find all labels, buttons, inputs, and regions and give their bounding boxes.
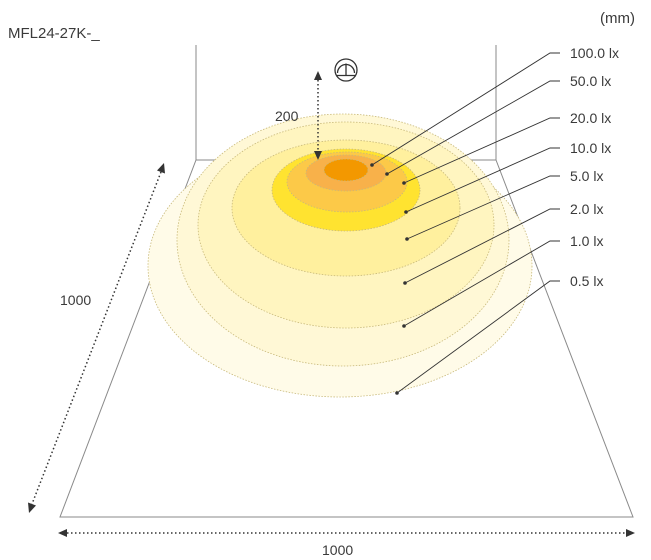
illuminance-label-2: 20.0 lx bbox=[570, 110, 611, 126]
leader-dot-6 bbox=[402, 324, 406, 328]
leader-dot-4 bbox=[405, 237, 409, 241]
leader-line-3 bbox=[405, 147, 560, 213]
width-dimension bbox=[58, 529, 635, 537]
leader-dot-1 bbox=[385, 172, 389, 176]
illuminance-label-5: 2.0 lx bbox=[570, 201, 603, 217]
depth-dimension bbox=[28, 163, 165, 513]
width-dimension-label: 1000 bbox=[322, 542, 353, 558]
leader-dot-0 bbox=[370, 163, 374, 167]
leader-line-4 bbox=[406, 175, 560, 240]
leader-dot-7 bbox=[395, 391, 399, 395]
leader-line-2 bbox=[403, 117, 560, 184]
illuminance-label-7: 0.5 lx bbox=[570, 273, 603, 289]
illuminance-label-1: 50.0 lx bbox=[570, 73, 611, 89]
illuminance-label-0: 100.0 lx bbox=[570, 45, 619, 61]
illuminance-label-3: 10.0 lx bbox=[570, 140, 611, 156]
height-dimension-label: 200 bbox=[275, 108, 299, 124]
downlight-fixture-icon bbox=[334, 58, 358, 82]
unit-label: (mm) bbox=[600, 10, 635, 27]
illuminance-label-6: 1.0 lx bbox=[570, 233, 603, 249]
leader-dot-2 bbox=[402, 181, 406, 185]
leader-line-1 bbox=[386, 80, 560, 175]
illuminance-contours bbox=[147, 113, 533, 398]
model-title: MFL24-27K-_ bbox=[8, 25, 100, 42]
height-dimension bbox=[314, 71, 322, 160]
contour-0 bbox=[323, 158, 369, 182]
leader-line-7 bbox=[396, 280, 560, 394]
illuminance-label-4: 5.0 lx bbox=[570, 168, 603, 184]
illuminance-leaders: 100.0 lx 50.0 lx 20.0 lx 10.0 lx 5.0 lx 2.0 l… bbox=[370, 45, 619, 395]
leader-dot-5 bbox=[403, 281, 407, 285]
depth-dimension-label: 1000 bbox=[60, 292, 91, 308]
leader-line-0 bbox=[371, 52, 560, 166]
leader-dot-3 bbox=[404, 210, 408, 214]
leader-line-6 bbox=[403, 240, 560, 327]
leader-line-5 bbox=[404, 208, 560, 284]
